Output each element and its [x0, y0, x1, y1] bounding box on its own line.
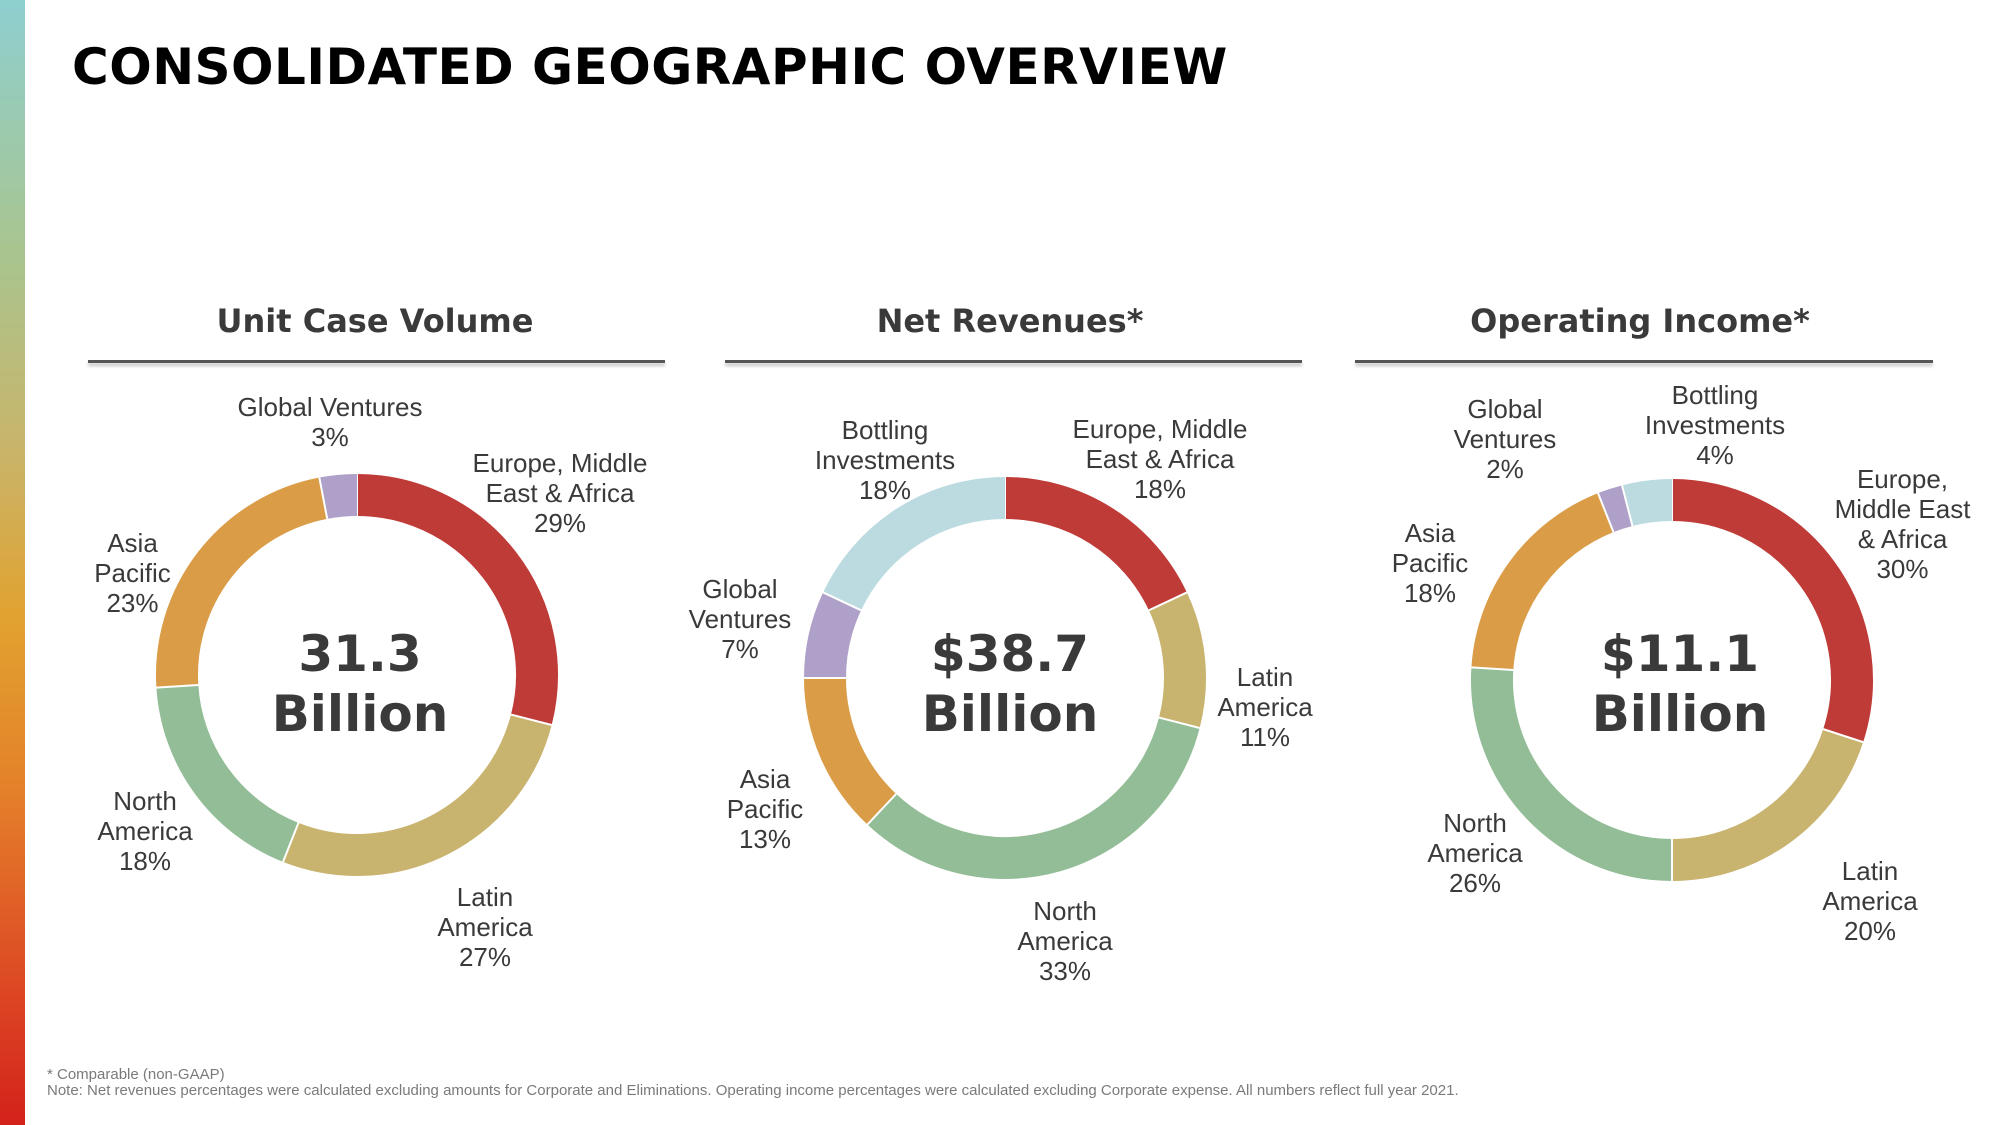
slice-label-latin-america: Latin America 27%: [437, 882, 533, 972]
center-unit: Billion: [921, 685, 1099, 743]
slice-separator: [282, 822, 300, 863]
donut-slice-global-ventures: [1598, 485, 1633, 533]
donut-slice-europe-middle-east-africa: [1671, 479, 1873, 743]
center-unit: Billion: [271, 685, 449, 743]
slice-separator: [1621, 485, 1634, 527]
slice-label-bottling-investments: Bottling Investments 18%: [814, 415, 956, 505]
center-value: $38.7: [930, 625, 1090, 683]
slice-label-emea: Europe, Middle East & Africa 30%: [1834, 464, 1971, 584]
page-title: CONSOLIDATED GEOGRAPHIC OVERVIEW: [72, 38, 1228, 96]
title-rule-unit-case-volume: [88, 360, 665, 363]
slice-label-asia-pacific: Asia Pacific 18%: [1391, 518, 1469, 608]
title-rule-net-revenues: [725, 360, 1302, 363]
donut-slice-north-america: [867, 717, 1200, 879]
chart-title-net-revenues: Net Revenues*: [876, 302, 1144, 340]
slice-label-global-ventures: Global Ventures 7%: [688, 574, 792, 664]
donut-slice-asia-pacific: [156, 477, 328, 688]
donut-slice-asia-pacific: [1471, 493, 1614, 671]
slice-label-latin-america: Latin America 20%: [1822, 856, 1918, 946]
donut-slice-global-ventures: [804, 592, 862, 679]
donut-slice-north-america: [1471, 667, 1673, 881]
slice-separator: [156, 683, 199, 689]
slice-separator: [1822, 728, 1864, 744]
slice-label-north-america: North America 33%: [1017, 896, 1113, 986]
donut-slice-asia-pacific: [804, 677, 897, 825]
slice-label-north-america: North America 26%: [1427, 808, 1523, 898]
slice-separator: [318, 477, 329, 520]
slice-label-north-america: North America 18%: [97, 786, 193, 876]
slice-separator: [1148, 591, 1188, 612]
slice-separator: [1158, 716, 1200, 729]
slice-label-global-ventures: Global Ventures 2%: [1453, 394, 1557, 484]
accent-gradient-bar: [0, 0, 25, 1125]
donut-slice-europe-middle-east-africa: [1004, 477, 1187, 611]
donut-slice-north-america: [156, 684, 299, 862]
slice-separator: [866, 793, 897, 826]
slice-separator: [510, 713, 552, 726]
center-unit: Billion: [1591, 685, 1769, 743]
donut-slice-bottling-investments: [1622, 479, 1673, 527]
footnote-comparable: * Comparable (non-GAAP): [47, 1066, 225, 1083]
slice-separator: [822, 591, 862, 612]
chart-title-operating-income: Operating Income*: [1470, 302, 1810, 340]
title-rule-operating-income: [1355, 360, 1933, 363]
slice-label-bottling-investments: Bottling Investments 4%: [1644, 380, 1786, 470]
chart-title-unit-case-volume: Unit Case Volume: [216, 302, 534, 340]
slice-label-latin-america: Latin America 11%: [1217, 662, 1313, 752]
donut-slice-latin-america: [1671, 728, 1864, 881]
center-total-operating-income: $11.1 Billion: [1530, 624, 1830, 744]
slice-label-asia-pacific: Asia Pacific 13%: [726, 764, 804, 854]
footnote-note: Note: Net revenues percentages were calc…: [47, 1082, 1459, 1099]
slice-separator: [1471, 666, 1514, 672]
donut-slice-latin-america: [283, 714, 552, 876]
slice-label-emea: Europe, Middle East & Africa 29%: [472, 448, 648, 538]
donut-slice-bottling-investments: [823, 477, 1006, 611]
slice-separator: [1597, 492, 1615, 533]
slice-label-emea: Europe, Middle East & Africa 18%: [1072, 414, 1248, 504]
center-total-unit-case-volume: 31.3 Billion: [210, 624, 510, 744]
donut-slice-global-ventures: [319, 474, 358, 519]
donut-slice-latin-america: [1148, 592, 1206, 728]
center-total-net-revenues: $38.7 Billion: [860, 624, 1160, 744]
center-value: $11.1: [1600, 625, 1760, 683]
center-value: 31.3: [298, 625, 422, 683]
slice-label-global-ventures: Global Ventures 3%: [237, 392, 423, 452]
slice-label-asia-pacific: Asia Pacific 23%: [94, 528, 171, 618]
donut-slice-europe-middle-east-africa: [356, 474, 558, 725]
